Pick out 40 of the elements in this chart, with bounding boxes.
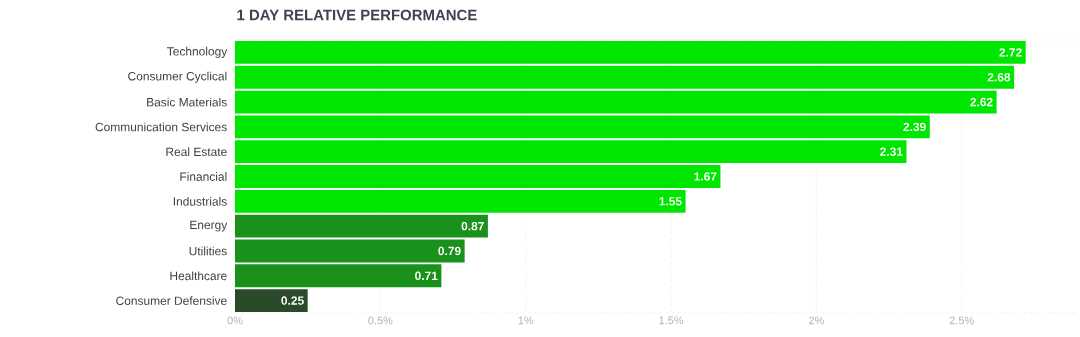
y-tick-label: Technology: [167, 46, 228, 58]
data-label: 2.72: [999, 48, 1022, 57]
data-label: 2.39: [903, 122, 926, 132]
x-tick-label: 1.5%: [659, 316, 684, 325]
data-label: 2.31: [880, 147, 903, 156]
y-tick-label: Healthcare: [170, 271, 227, 281]
y-tick-label: Basic Materials: [147, 97, 227, 107]
x-tick-label: 0%: [227, 316, 243, 325]
data-label: 1.55: [659, 197, 682, 206]
data-label: 0.25: [281, 296, 304, 305]
y-tick-label: Consumer Defensive: [116, 296, 227, 305]
x-tick-label: 2.5%: [949, 316, 974, 325]
y-tick-label: Energy: [190, 220, 228, 232]
data-label: 1.67: [694, 172, 717, 181]
x-tick-label: 2%: [809, 316, 824, 325]
data-label: 2.62: [970, 97, 993, 107]
bar: [235, 165, 721, 188]
bar: [235, 115, 930, 139]
y-tick-label: Financial: [180, 172, 227, 181]
bar: [235, 264, 442, 288]
y-tick-label: Industrials: [173, 196, 227, 206]
bar: [235, 189, 686, 213]
data-label: 0.79: [438, 246, 461, 256]
bar: [235, 90, 997, 114]
x-tick-label: 0.5%: [368, 316, 393, 325]
x-tick-label: 1%: [518, 316, 534, 325]
bar: [235, 65, 1015, 89]
bar: [235, 214, 488, 238]
data-label: 0.71: [415, 271, 438, 280]
data-label: 0.87: [461, 221, 484, 231]
bar: [235, 140, 907, 164]
y-tick-label: Utilities: [189, 246, 227, 256]
y-tick-label: Consumer Cyclical: [128, 71, 227, 83]
bar: [235, 40, 1026, 64]
data-label: 2.68: [987, 73, 1011, 82]
y-tick-label: Real Estate: [166, 147, 227, 157]
chart-title: 1 DAY RELATIVE PERFORMANCE: [237, 9, 477, 21]
bar: [235, 239, 465, 263]
bar: [235, 289, 308, 313]
y-tick-label: Communication Services: [95, 122, 227, 132]
